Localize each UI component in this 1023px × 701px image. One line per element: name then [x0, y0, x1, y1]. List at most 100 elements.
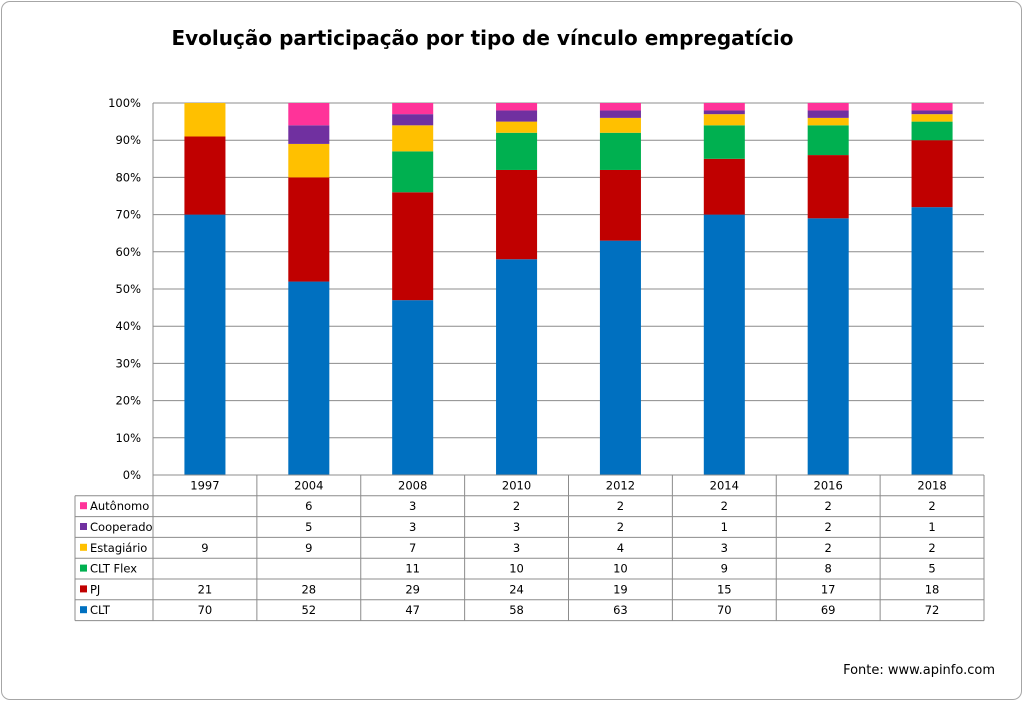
- data-label: 52: [301, 603, 316, 617]
- y-tick-label: 0%: [123, 468, 141, 482]
- bar-cooperado-2008: [392, 114, 434, 126]
- legend-label: CLT: [90, 603, 111, 617]
- data-label: 10: [509, 562, 524, 576]
- x-tick-label: 1997: [190, 478, 219, 492]
- bar-clt-2012: [599, 240, 641, 475]
- data-label: 1: [928, 520, 935, 534]
- bar-clt-flex-2012: [599, 132, 641, 170]
- bar-autônomo-2014: [703, 103, 745, 111]
- bar-estagiário-2008: [392, 125, 434, 152]
- data-label: 5: [305, 520, 312, 534]
- bar-clt-2008: [392, 300, 434, 475]
- x-tick-label: 2010: [502, 478, 531, 492]
- bar-pj-2012: [599, 169, 641, 241]
- bar-autônomo-2012: [599, 103, 641, 111]
- data-label: 21: [198, 582, 213, 596]
- data-label: 19: [613, 582, 628, 596]
- bar-estagiário-2012: [599, 117, 641, 133]
- bar-clt-2010: [496, 259, 538, 475]
- data-label: 9: [721, 562, 728, 576]
- bar-pj-2004: [288, 177, 330, 282]
- data-label: 5: [928, 562, 935, 576]
- bar-cooperado-2018: [911, 110, 953, 115]
- data-label: 3: [513, 520, 520, 534]
- data-label: 17: [821, 582, 836, 596]
- x-tick-label: 2012: [606, 478, 635, 492]
- y-tick-label: 30%: [115, 356, 141, 370]
- x-tick-label: 2016: [814, 478, 843, 492]
- x-tick-label: 2004: [294, 478, 323, 492]
- bar-pj-1997: [184, 136, 226, 215]
- data-label: 10: [613, 562, 628, 576]
- legend-label: Autônomo: [90, 499, 149, 513]
- data-label: 2: [825, 499, 832, 513]
- bar-clt-flex-2010: [496, 132, 538, 170]
- data-label: 72: [925, 603, 940, 617]
- legend-key-autônomo: [80, 502, 87, 510]
- bar-clt-flex-2014: [703, 125, 745, 159]
- legend-label: Cooperado: [90, 520, 153, 534]
- data-label: 8: [825, 562, 832, 576]
- data-label: 70: [198, 603, 213, 617]
- bar-cooperado-2010: [496, 110, 538, 122]
- bar-autônomo-2010: [496, 103, 538, 111]
- data-label: 69: [821, 603, 836, 617]
- bar-autônomo-2018: [911, 103, 953, 111]
- legend-key-estagiário: [80, 543, 87, 551]
- y-tick-label: 70%: [115, 208, 141, 222]
- legend-label: PJ: [90, 582, 100, 596]
- bar-autônomo-2008: [392, 103, 434, 115]
- bar-cooperado-2004: [288, 125, 330, 144]
- legend-label: CLT Flex: [90, 562, 137, 576]
- source-note: Fonte: www.apinfo.com: [843, 663, 995, 678]
- data-label: 58: [509, 603, 524, 617]
- bar-clt-flex-2016: [807, 125, 849, 156]
- bar-clt-1997: [184, 214, 226, 475]
- bar-estagiário-1997: [184, 103, 226, 137]
- legend-key-clt-flex: [80, 564, 87, 572]
- bar-cooperado-2014: [703, 110, 745, 115]
- data-label: 2: [825, 541, 832, 555]
- y-tick-label: 90%: [115, 133, 141, 147]
- chart-title: Evolução participação por tipo de víncul…: [171, 26, 794, 50]
- data-label: 2: [721, 499, 728, 513]
- data-label: 15: [717, 582, 732, 596]
- bar-pj-2018: [911, 140, 953, 208]
- data-label: 1: [721, 520, 728, 534]
- bar-clt-2016: [807, 218, 849, 475]
- bar-pj-2008: [392, 192, 434, 301]
- bar-estagiário-2004: [288, 143, 330, 178]
- bar-cooperado-2016: [807, 110, 849, 118]
- bar-clt-flex-2018: [911, 121, 953, 141]
- legend-key-cooperado: [80, 523, 87, 530]
- data-label: 3: [721, 541, 728, 555]
- y-tick-label: 40%: [115, 319, 141, 333]
- legend-key-clt: [80, 606, 87, 614]
- data-label: 3: [409, 520, 416, 534]
- y-tick-label: 100%: [108, 96, 141, 110]
- bar-clt-2004: [288, 281, 330, 475]
- bar-clt-2018: [911, 207, 953, 475]
- data-label: 2: [617, 520, 624, 534]
- x-tick-label: 2014: [710, 478, 739, 492]
- data-label: 47: [405, 603, 420, 617]
- bar-estagiário-2016: [807, 117, 849, 126]
- data-label: 2: [825, 520, 832, 534]
- data-label: 3: [513, 541, 520, 555]
- data-label: 63: [613, 603, 628, 617]
- data-label: 3: [409, 499, 416, 513]
- data-label: 11: [405, 562, 420, 576]
- legend-key-pj: [80, 585, 87, 593]
- data-label: 2: [928, 499, 935, 513]
- bar-clt-flex-2008: [392, 151, 434, 193]
- data-label: 6: [305, 499, 312, 513]
- bar-autônomo-2004: [288, 103, 330, 126]
- data-label: 9: [305, 541, 312, 555]
- bar-pj-2010: [496, 169, 538, 260]
- y-tick-label: 20%: [115, 394, 141, 408]
- data-label: 70: [717, 603, 732, 617]
- bar-estagiário-2014: [703, 114, 745, 126]
- data-label: 28: [301, 582, 316, 596]
- data-label: 9: [201, 541, 208, 555]
